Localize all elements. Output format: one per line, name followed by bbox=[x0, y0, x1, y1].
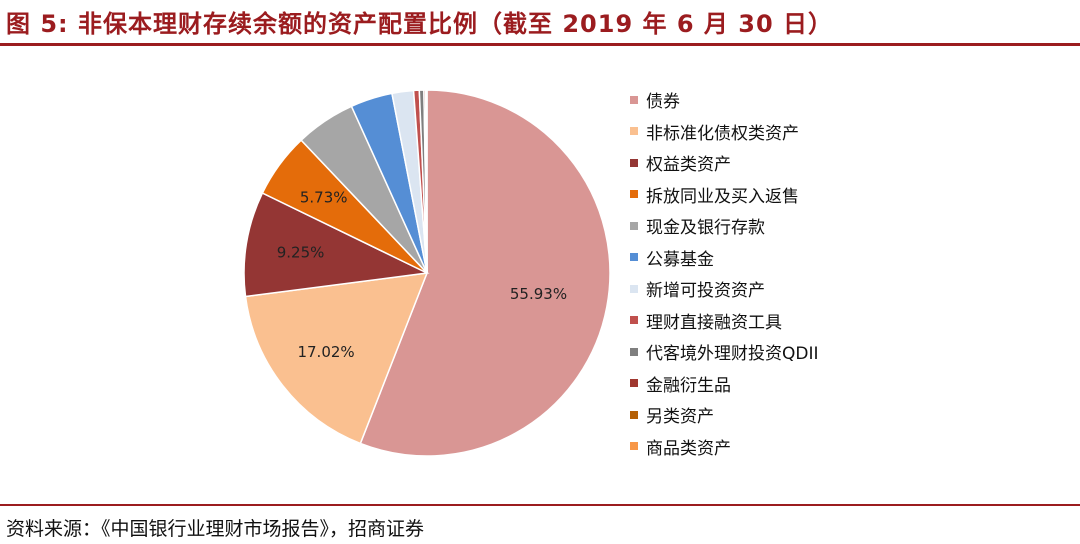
legend-item: 权益类资产 bbox=[630, 147, 819, 179]
legend-label: 代客境外理财投资QDII bbox=[646, 344, 819, 365]
legend-swatch bbox=[630, 158, 638, 167]
pie-slice bbox=[244, 272, 429, 445]
slice-data-label: 55.93% bbox=[510, 285, 567, 303]
legend-swatch bbox=[630, 347, 638, 356]
legend-swatch bbox=[630, 442, 638, 451]
chart-legend: 债券非标准化债权类资产 权益类资产拆放同业及买入返售 现金及银行存款 公募基金新增可投… bbox=[630, 84, 819, 462]
legend-label: 另类资产 bbox=[646, 407, 714, 428]
legend-label: 拆放同业及买入返售 bbox=[646, 186, 799, 207]
legend-item: 理财直接融资工具 bbox=[630, 305, 819, 337]
legend-label: 权益类资产 bbox=[646, 155, 731, 176]
figure-title: 图 5: 非保本理财存续余额的资产配置比例（截至 2019 年 6 月 30 日… bbox=[6, 10, 834, 38]
pie-slice bbox=[243, 192, 430, 298]
legend-item: 公募基金 bbox=[630, 242, 819, 274]
legend-label: 金融衍生品 bbox=[646, 375, 731, 396]
legend-item: 另类资产 bbox=[630, 399, 819, 431]
legend-label: 债券 bbox=[646, 92, 680, 113]
legend-swatch bbox=[630, 190, 638, 199]
legend-label: 非标准化债权类资产 bbox=[646, 123, 799, 144]
legend-item: 金融衍生品 bbox=[630, 368, 819, 400]
source-note: 资料来源：《中国银行业理财市场报告》，招商证券 bbox=[6, 518, 425, 540]
legend-label: 公募基金 bbox=[646, 249, 714, 270]
legend-label: 理财直接融资工具 bbox=[646, 312, 782, 333]
legend-swatch bbox=[630, 127, 638, 136]
legend-label: 现金及银行存款 bbox=[646, 218, 765, 239]
legend-swatch bbox=[630, 253, 638, 262]
legend-swatch bbox=[630, 221, 638, 230]
title-divider bbox=[0, 43, 1080, 46]
pie-chart: 55.93% 17.02% 9.25% 5.73% bbox=[243, 89, 611, 457]
legend-swatch bbox=[630, 379, 638, 388]
legend-label: 商品类资产 bbox=[646, 438, 731, 459]
pie-slice bbox=[359, 89, 611, 457]
slice-data-label: 5.73% bbox=[300, 188, 348, 206]
legend-swatch bbox=[630, 284, 638, 293]
legend-swatch bbox=[630, 410, 638, 419]
legend-item: 代客境外理财投资QDII bbox=[630, 336, 819, 368]
legend-swatch bbox=[630, 95, 638, 104]
legend-item: 非标准化债权类资产 bbox=[630, 116, 819, 148]
footer-divider bbox=[0, 504, 1080, 506]
legend-item: 拆放同业及买入返售 bbox=[630, 179, 819, 211]
slice-data-label: 17.02% bbox=[297, 343, 354, 361]
legend-item: 债券 bbox=[630, 84, 819, 116]
legend-swatch bbox=[630, 316, 638, 325]
legend-item: 商品类资产 bbox=[630, 431, 819, 463]
legend-label: 新增可投资资产 bbox=[646, 281, 765, 302]
legend-item: 新增可投资资产 bbox=[630, 273, 819, 305]
slice-data-label: 9.25% bbox=[277, 243, 325, 261]
legend-item: 现金及银行存款 bbox=[630, 210, 819, 242]
